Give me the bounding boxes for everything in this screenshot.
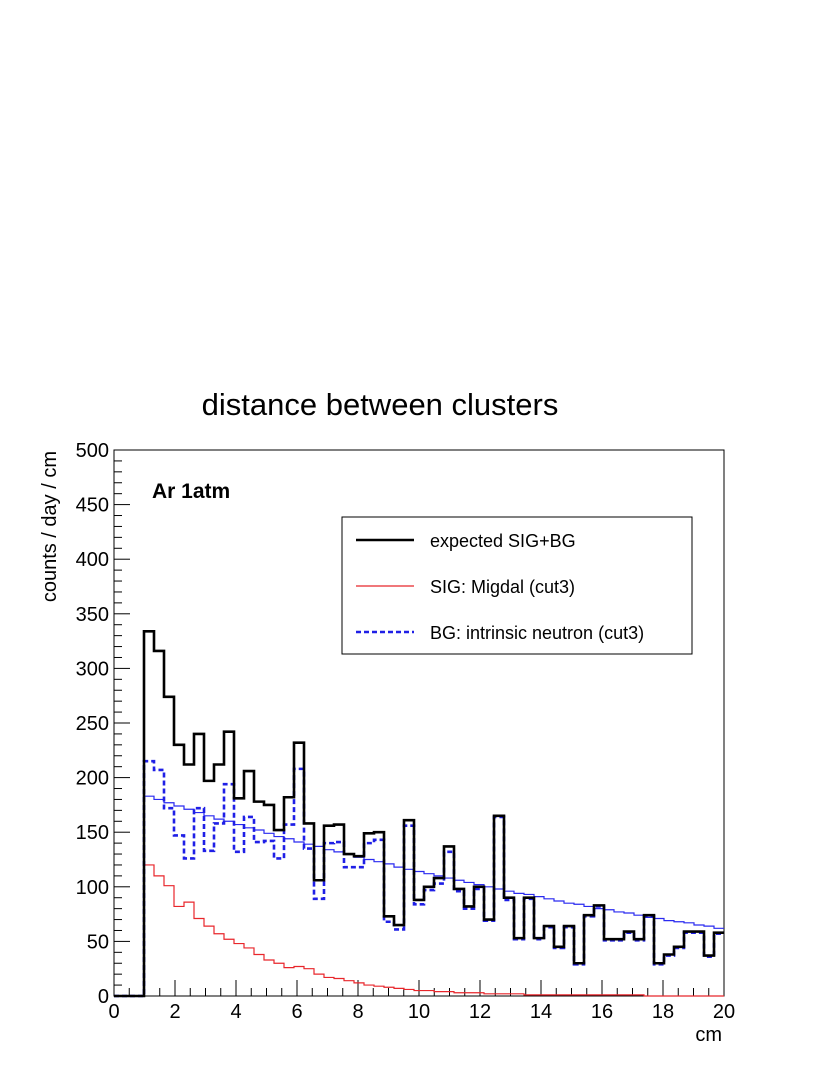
series-layer — [114, 629, 724, 998]
x-tick-label: 12 — [469, 1001, 491, 1023]
x-tick-label: 6 — [291, 1001, 302, 1023]
x-tick-label: 16 — [591, 1001, 613, 1023]
plot-annotation: Ar 1atm — [152, 480, 230, 503]
legend-label: BG: intrinsic neutron (cut3) — [430, 623, 644, 643]
y-tick-label: 0 — [98, 986, 109, 1008]
series-line-0 — [114, 629, 724, 998]
x-tick-label: 2 — [169, 1001, 180, 1023]
y-tick-label: 100 — [76, 877, 109, 899]
x-axis-label: cm — [695, 1024, 722, 1046]
y-axis: 0 50 100 150 200 250 300 350 400 450 500 — [76, 440, 130, 1008]
y-tick-label: 350 — [76, 604, 109, 626]
series-line-1 — [114, 864, 724, 997]
y-tick-label: 200 — [76, 768, 109, 790]
y-tick-label: 150 — [76, 822, 109, 844]
x-tick-label: 14 — [530, 1001, 552, 1023]
y-tick-label: 450 — [76, 495, 109, 517]
chart-title: distance between clusters — [202, 387, 559, 422]
y-tick-label: 300 — [76, 658, 109, 680]
x-tick-label: 4 — [230, 1001, 241, 1023]
y-tick-label: 250 — [76, 713, 109, 735]
legend: expected SIG+BG SIG: Migdal (cut3) BG: int… — [341, 516, 693, 655]
legend-label: expected SIG+BG — [430, 531, 576, 551]
x-tick-label: 8 — [352, 1001, 363, 1023]
y-tick-label: 50 — [87, 931, 109, 953]
y-axis-label: counts / day / cm — [39, 451, 61, 602]
x-tick-label: 10 — [408, 1001, 430, 1023]
x-tick-label: 0 — [108, 1001, 119, 1023]
x-tick-label: 18 — [652, 1001, 674, 1023]
x-tick-label: 20 — [713, 1001, 735, 1023]
legend-label: SIG: Migdal (cut3) — [430, 577, 575, 597]
y-tick-label: 400 — [76, 549, 109, 571]
y-tick-label: 500 — [76, 440, 109, 462]
